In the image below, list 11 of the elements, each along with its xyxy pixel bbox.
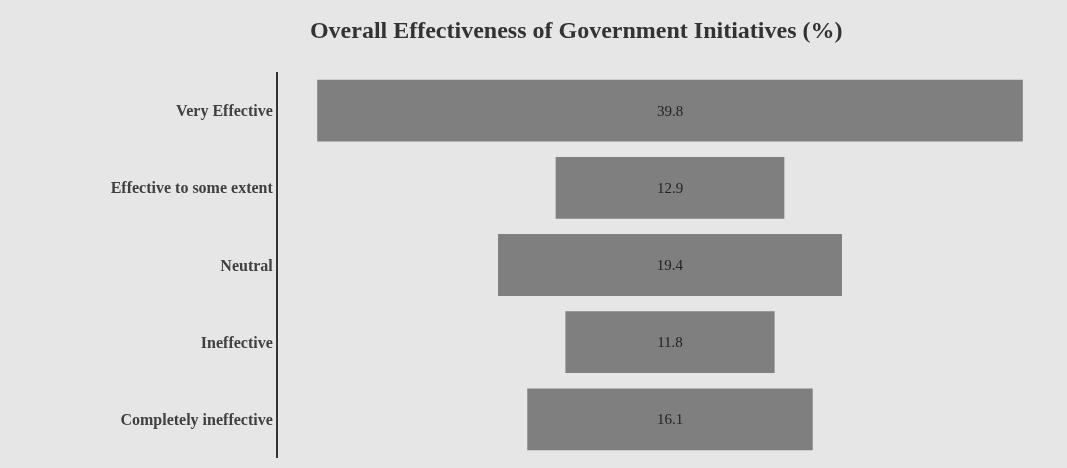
data-label: 16.1 [656, 411, 684, 428]
data-label: 12.9 [656, 179, 684, 196]
text: Overall Effectiveness of Government Initiatives (%) [309, 16, 843, 43]
category-label: Effective to some extent [110, 179, 274, 197]
category-label: Completely ineffective [120, 411, 273, 429]
data-label: 19.4 [656, 257, 684, 273]
category-label: Ineffective [200, 333, 273, 351]
category-label: Neutral [220, 256, 274, 274]
data-label: 11.8 [657, 334, 683, 351]
category-label: Very Effective [176, 102, 273, 121]
data-label: 39.8 [656, 102, 684, 119]
